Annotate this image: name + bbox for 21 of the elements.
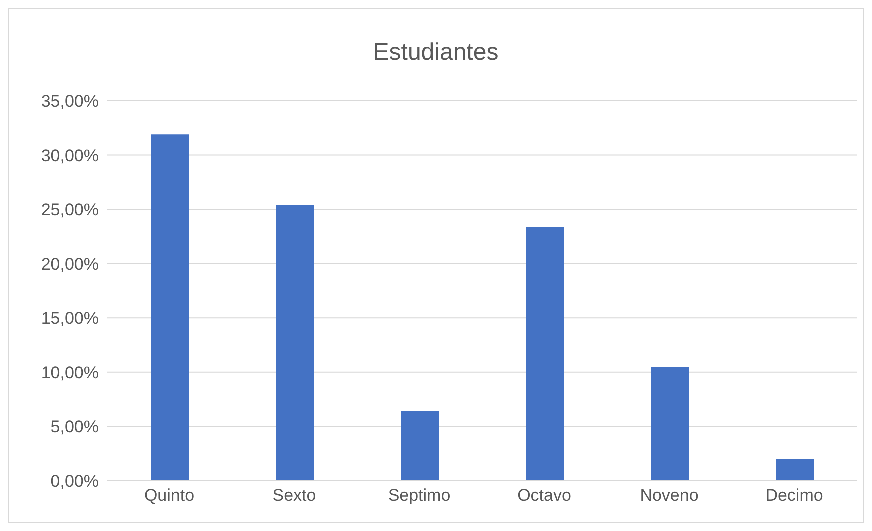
chart-title: Estudiantes — [372, 38, 500, 68]
y-tick-label: 0,00% — [50, 472, 99, 492]
bar — [151, 134, 189, 481]
x-tick-label: Decimo — [766, 486, 824, 506]
bar — [526, 226, 564, 481]
bar — [651, 367, 689, 481]
y-tick-label: 20,00% — [41, 254, 99, 274]
x-tick-label: Sexto — [272, 486, 316, 506]
x-tick-label: Noveno — [640, 486, 699, 506]
x-tick-label: Quinto — [144, 486, 195, 506]
bar — [276, 205, 314, 481]
bar — [401, 412, 439, 481]
y-tick-label: 15,00% — [41, 309, 99, 328]
bar — [776, 459, 814, 481]
y-tick-label: 25,00% — [41, 200, 99, 220]
y-tick-label: 35,00% — [41, 92, 99, 112]
y-tick-label: 10,00% — [41, 363, 99, 382]
y-tick-label: 5,00% — [50, 418, 99, 437]
y-tick-label: 30,00% — [41, 146, 99, 166]
x-tick-label: Octavo — [518, 486, 572, 506]
x-tick-label: Septimo — [388, 486, 451, 506]
